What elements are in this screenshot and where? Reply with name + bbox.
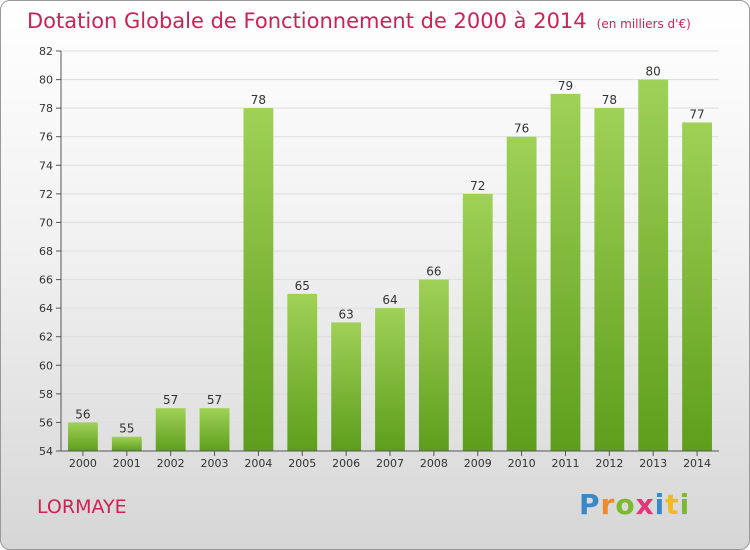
- y-tick-label: 62: [39, 331, 53, 344]
- x-tick-label: 2009: [464, 457, 492, 470]
- y-tick-label: 58: [39, 388, 53, 401]
- bar-value-label: 79: [558, 79, 573, 93]
- chart-subtitle: (en milliers d'€): [596, 17, 691, 31]
- bar-value-label: 66: [426, 265, 441, 279]
- y-tick-label: 68: [39, 245, 53, 258]
- x-tick-label: 2011: [551, 457, 579, 470]
- bar-value-label: 77: [689, 107, 704, 121]
- bar-value-label: 76: [514, 122, 529, 136]
- x-tick-label: 2003: [201, 457, 229, 470]
- proxiti-logo: Proxiti: [579, 488, 690, 521]
- logo-letter: i: [654, 488, 666, 521]
- chart-title: Dotation Globale de Fonctionnement de 20…: [27, 9, 691, 33]
- bar: [638, 79, 669, 452]
- bar-value-label: 56: [75, 407, 90, 421]
- y-tick-label: 54: [39, 445, 53, 458]
- bar: [155, 408, 186, 451]
- y-tick-label: 70: [39, 216, 53, 229]
- bar: [462, 193, 493, 451]
- x-tick-label: 2001: [113, 457, 141, 470]
- bar-value-label: 57: [207, 393, 222, 407]
- bar: [111, 436, 142, 451]
- commune-name: LORMAYE: [37, 496, 127, 518]
- x-tick-label: 2004: [244, 457, 272, 470]
- bar-value-label: 57: [163, 393, 178, 407]
- x-tick-label: 2006: [332, 457, 360, 470]
- axes: 54 56 58 60 62 64 66 68 70 72 74 76 78 80 82 56 2000 55 20…: [39, 45, 719, 470]
- logo-letter: r: [600, 488, 616, 521]
- bar-value-label: 78: [602, 93, 617, 107]
- y-tick-label: 74: [39, 159, 53, 172]
- bar: [418, 279, 449, 451]
- x-tick-label: 2000: [69, 457, 97, 470]
- x-tick-label: 2012: [595, 457, 623, 470]
- bar-value-label: 72: [470, 179, 485, 193]
- bar-value-label: 78: [251, 93, 266, 107]
- x-tick-label: 2014: [683, 457, 711, 470]
- chart-title-text: Dotation Globale de Fonctionnement de 20…: [27, 9, 587, 33]
- logo-letter: o: [615, 488, 636, 521]
- y-tick-label: 64: [39, 302, 53, 315]
- y-tick-label: 72: [39, 188, 53, 201]
- bar: [287, 293, 318, 451]
- bar: [199, 408, 230, 451]
- x-tick-label: 2013: [639, 457, 667, 470]
- x-tick-label: 2010: [508, 457, 536, 470]
- bar: [682, 122, 712, 451]
- y-tick-label: 76: [39, 131, 53, 144]
- bar: [375, 308, 405, 451]
- logo-letter: t: [665, 488, 680, 521]
- bar-value-label: 64: [382, 293, 397, 307]
- y-tick-label: 66: [39, 274, 53, 287]
- bar: [68, 422, 98, 451]
- x-tick-label: 2008: [420, 457, 448, 470]
- bar-value-label: 80: [646, 65, 661, 79]
- x-tick-label: 2007: [376, 457, 404, 470]
- bar: [506, 136, 537, 451]
- bar-value-label: 63: [338, 307, 353, 321]
- bar: [331, 322, 362, 451]
- logo-letter: x: [635, 488, 655, 521]
- y-tick-label: 60: [39, 359, 53, 372]
- x-tick-label: 2005: [288, 457, 316, 470]
- y-tick-label: 78: [39, 102, 53, 115]
- bar: [243, 108, 274, 452]
- bar-value-label: 55: [119, 422, 134, 436]
- y-tick-label: 56: [39, 416, 53, 429]
- bar-value-label: 65: [295, 279, 310, 293]
- logo-letter: i: [679, 488, 691, 521]
- x-tick-label: 2002: [157, 457, 185, 470]
- bar: [594, 108, 625, 452]
- logo-letter: P: [579, 488, 601, 521]
- y-tick-label: 82: [39, 45, 53, 58]
- bars: [68, 79, 712, 452]
- bar: [550, 93, 581, 451]
- y-tick-label: 80: [39, 74, 53, 87]
